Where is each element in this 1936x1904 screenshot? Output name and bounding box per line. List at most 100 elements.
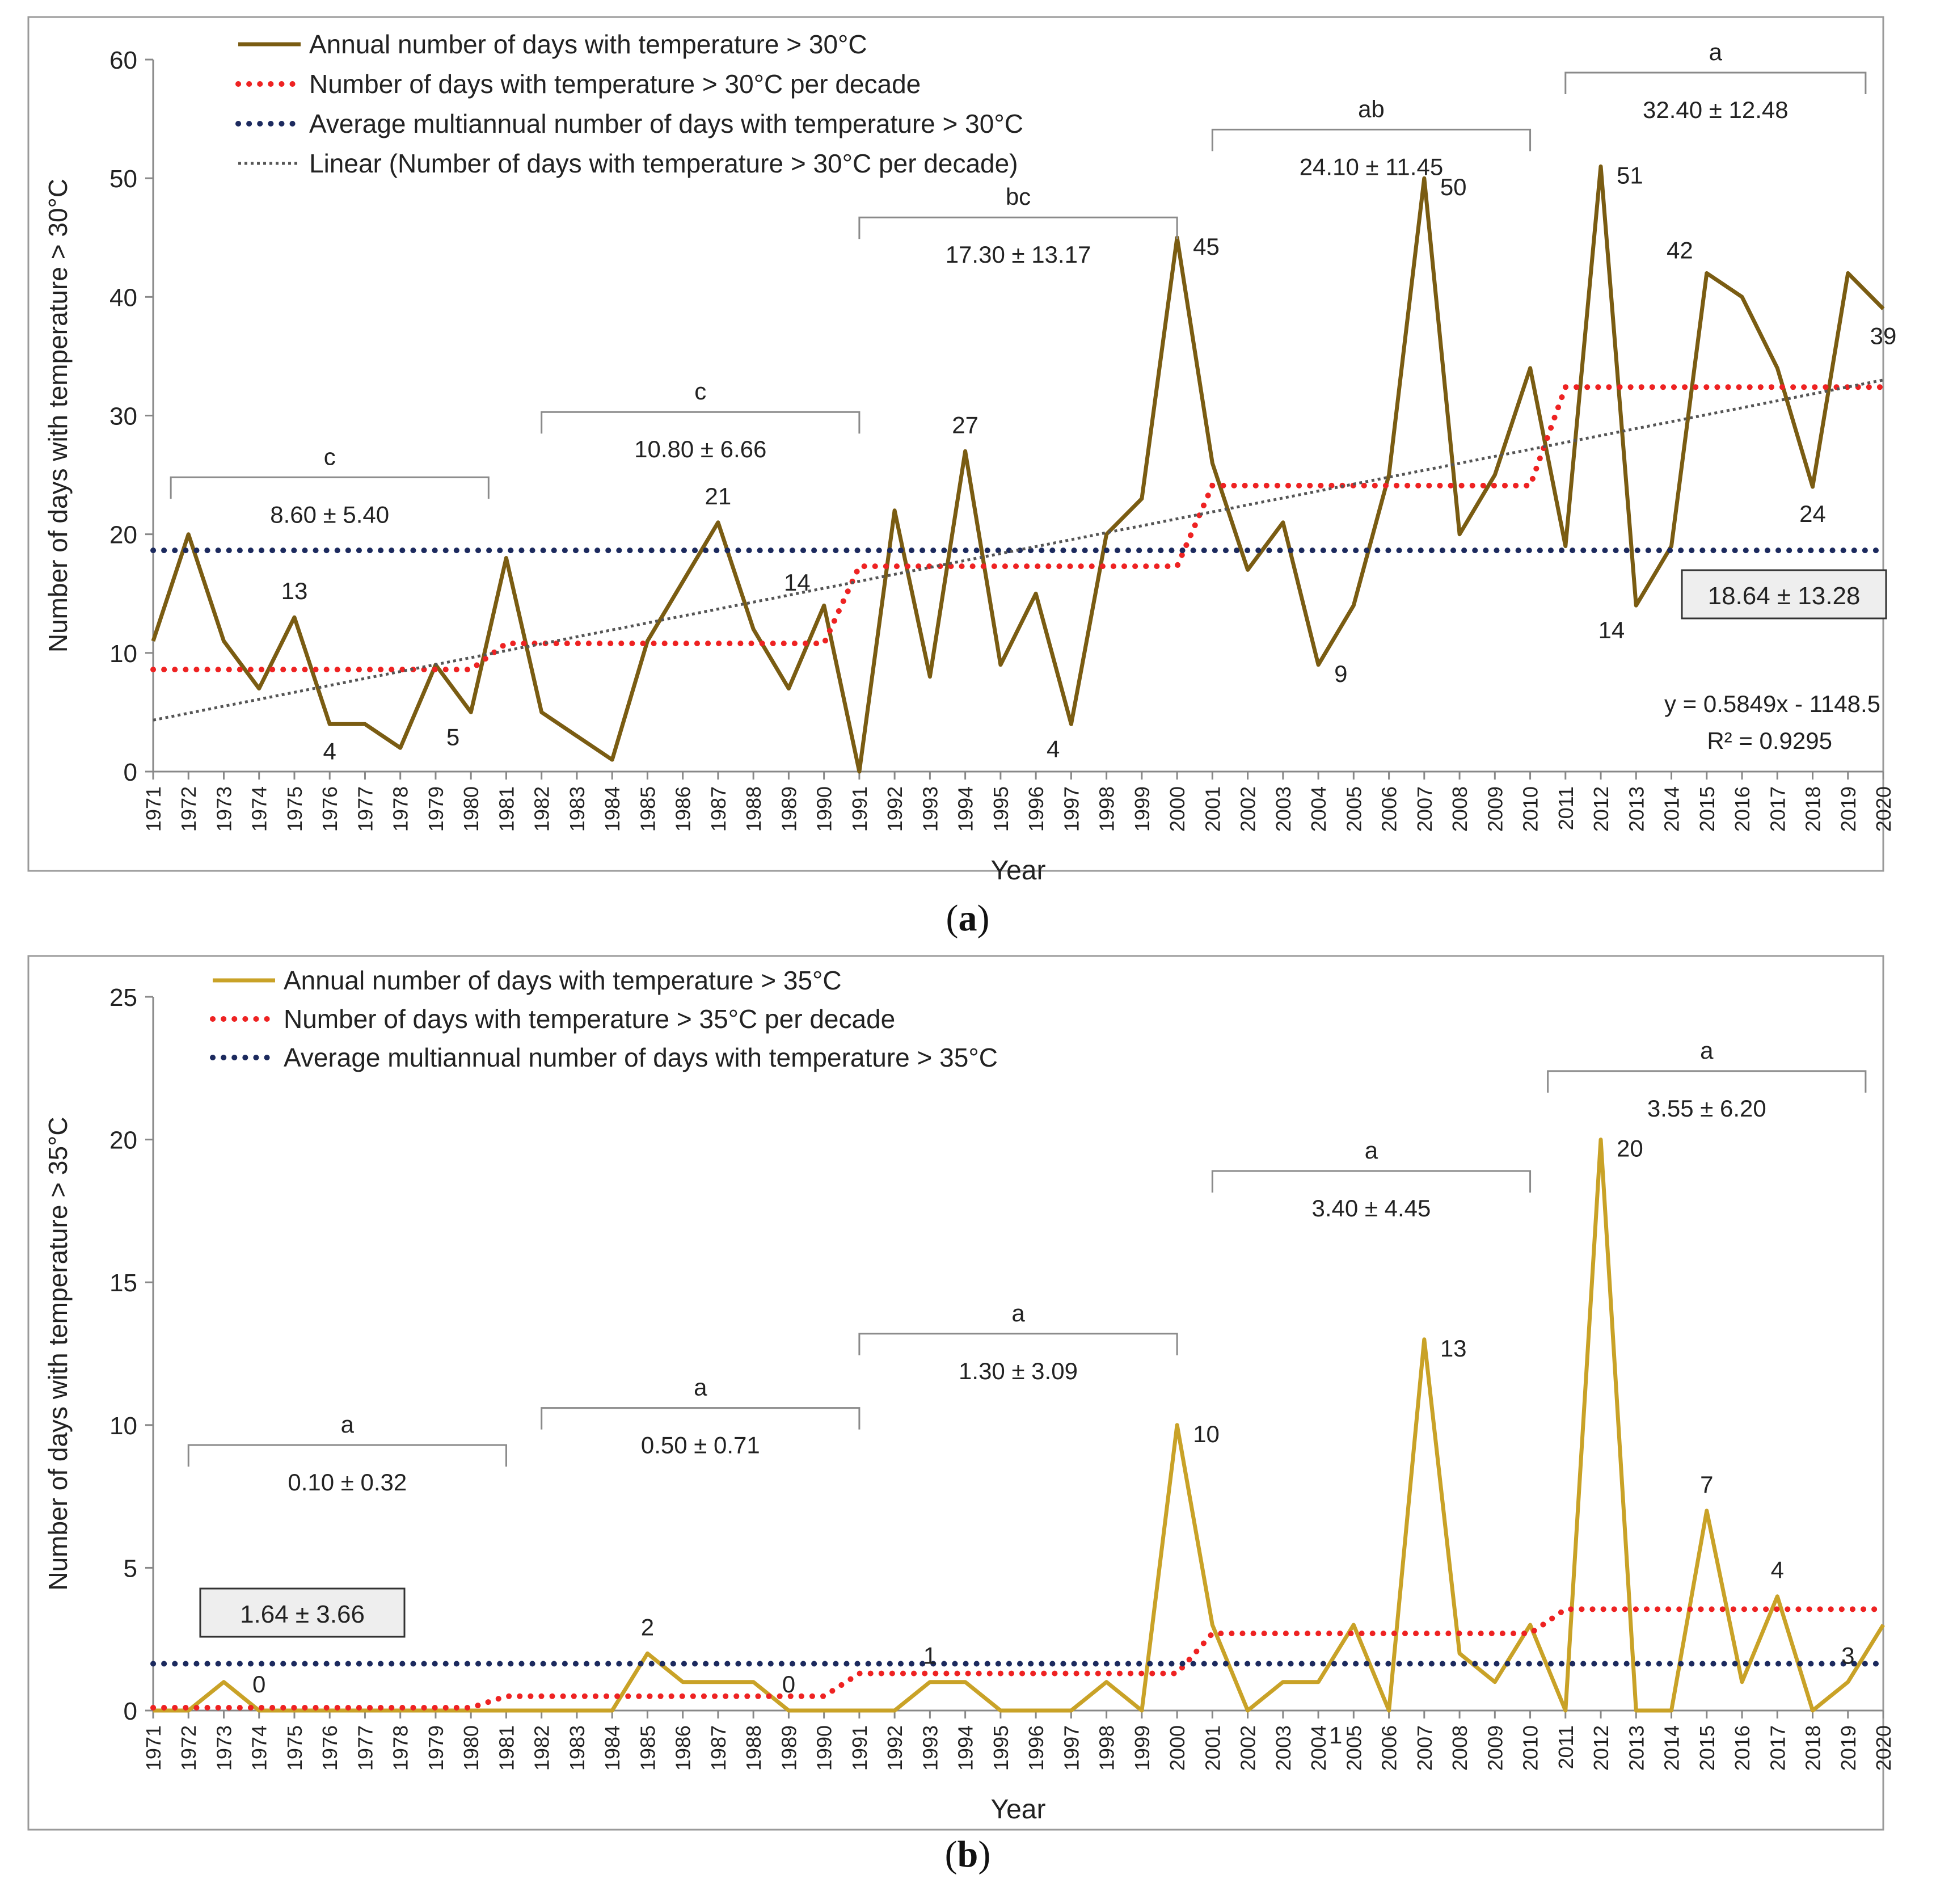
x-tick-label: 2016: [1731, 1725, 1754, 1771]
decade-stat: 17.30 ± 13.17: [946, 241, 1091, 268]
x-tick-label: 1994: [954, 1725, 977, 1771]
x-tick-label: 1999: [1131, 786, 1154, 832]
decade-bracket: [187, 1444, 507, 1467]
legend-label: Number of days with temperature > 35°C p…: [284, 1004, 895, 1034]
x-tick-label: 1993: [918, 1725, 942, 1771]
x-tick-label: 2003: [1272, 786, 1295, 832]
mean-box-label: 18.64 ± 13.28: [1708, 582, 1861, 610]
x-tick-label: 1997: [1060, 786, 1083, 832]
significance-letter: c: [694, 378, 706, 405]
x-tick-label: 1994: [954, 786, 977, 832]
x-tick-label: 1980: [459, 786, 483, 832]
legend-label: Number of days with temperature > 30°C p…: [309, 69, 921, 99]
legend-label: Linear (Number of days with temperature …: [309, 149, 1018, 178]
x-tick-label: 1973: [212, 1725, 235, 1771]
x-tick-label: 2014: [1660, 1725, 1684, 1771]
data-label: 1: [923, 1642, 937, 1669]
x-tick-label: 2005: [1342, 786, 1365, 832]
data-label: 1: [1329, 1722, 1342, 1749]
x-tick-label: 1978: [389, 1725, 412, 1771]
data-label: 10: [1193, 1421, 1220, 1447]
x-tick-label: 1981: [495, 786, 518, 832]
x-tick-label: 2012: [1589, 1725, 1613, 1771]
decade-stat: 1.30 ± 3.09: [959, 1358, 1078, 1384]
x-tick-label: 2020: [1872, 786, 1895, 832]
y-tick-label: 25: [109, 984, 137, 1012]
legend-label: Average multiannual number of days with …: [309, 109, 1023, 138]
x-tick-label: 1984: [601, 786, 624, 832]
decade-bracket: [541, 411, 861, 434]
data-label: 14: [1598, 617, 1625, 643]
x-tick-label: 1989: [777, 786, 800, 832]
data-label: 3: [1841, 1642, 1854, 1669]
x-tick-label: 1980: [459, 1725, 483, 1771]
data-label: 50: [1440, 174, 1467, 200]
x-tick-label: 1972: [177, 1725, 200, 1771]
data-label: 9: [1334, 660, 1347, 687]
x-tick-label: 2010: [1519, 1725, 1542, 1771]
x-tick-label: 2004: [1307, 786, 1330, 832]
x-tick-label: 2010: [1519, 786, 1542, 832]
x-tick-label: 1997: [1060, 1725, 1083, 1771]
x-tick-label: 1976: [318, 786, 341, 832]
x-axis-title: Year: [991, 856, 1046, 886]
x-tick-label: 1995: [989, 1725, 1013, 1771]
data-label: 42: [1667, 237, 1693, 264]
data-label: 7: [1700, 1471, 1713, 1498]
mean-box: [199, 1587, 406, 1638]
decade-stat: 3.40 ± 4.45: [1312, 1195, 1431, 1221]
decade-bracket: [1211, 128, 1532, 151]
x-tick-label: 2011: [1554, 786, 1578, 830]
x-tick-label: 2015: [1695, 1725, 1719, 1771]
x-tick-label: 1998: [1095, 786, 1119, 832]
decade-stat: 8.60 ± 5.40: [270, 501, 389, 528]
x-axis-title: Year: [991, 1795, 1046, 1825]
x-tick-label: 2015: [1695, 786, 1719, 832]
x-tick-label: 2017: [1766, 786, 1789, 832]
x-tick-label: 1973: [212, 786, 235, 832]
x-tick-label: 1991: [848, 786, 871, 832]
x-tick-label: 2016: [1731, 786, 1754, 832]
x-tick-label: 1987: [707, 786, 730, 832]
data-label: 51: [1617, 162, 1643, 188]
x-tick-label: 2012: [1589, 786, 1613, 832]
regression-r2: R² = 0.9295: [1707, 727, 1832, 754]
x-tick-label: 2002: [1237, 786, 1260, 832]
decade-stat: 3.55 ± 6.20: [1647, 1095, 1766, 1122]
x-tick-label: 2005: [1342, 1725, 1365, 1771]
x-tick-label: 2006: [1378, 1725, 1401, 1771]
data-label: 13: [281, 578, 308, 604]
x-tick-label: 2000: [1166, 786, 1189, 832]
decade-stat: 24.10 ± 11.45: [1300, 153, 1443, 180]
decade-series-line: [150, 1606, 1886, 1711]
y-tick-label: 20: [109, 1127, 137, 1155]
legend-label: Average multiannual number of days with …: [284, 1043, 998, 1072]
decade-stat: 0.10 ± 0.32: [288, 1469, 407, 1496]
x-tick-label: 1984: [601, 1725, 624, 1771]
x-tick-label: 2018: [1802, 1725, 1825, 1771]
data-label: 2: [641, 1614, 654, 1640]
x-tick-label: 1976: [318, 1725, 341, 1771]
x-tick-label: 1998: [1095, 1725, 1119, 1771]
x-tick-label: 2007: [1413, 1725, 1436, 1771]
chart-panel-a: 0 10 20 30 40 50 60 1971 1972 1973 1974 1975 1976 197…: [27, 16, 1896, 939]
data-label: 14: [784, 569, 811, 596]
x-tick-label: 1990: [813, 786, 836, 832]
x-tick-label: 2009: [1483, 786, 1507, 832]
mean-box: [1681, 569, 1887, 620]
x-tick-label: 1982: [530, 786, 554, 832]
x-tick-label: 2018: [1802, 786, 1825, 832]
significance-letter: a: [1011, 1300, 1025, 1326]
x-tick-label: 1988: [742, 786, 765, 832]
x-tick-label: 1972: [177, 786, 200, 832]
y-axis-title: Number of days with temperature > 35°C: [43, 1117, 73, 1590]
significance-letter: a: [1365, 1137, 1378, 1164]
x-tick-label: 1982: [530, 1725, 554, 1771]
y-tick-label: 15: [109, 1269, 137, 1297]
annual-series-line: [153, 1138, 1885, 1713]
data-label: 27: [952, 411, 978, 438]
x-tick-label: 1977: [353, 786, 377, 832]
y-tick-label: 60: [109, 47, 137, 74]
